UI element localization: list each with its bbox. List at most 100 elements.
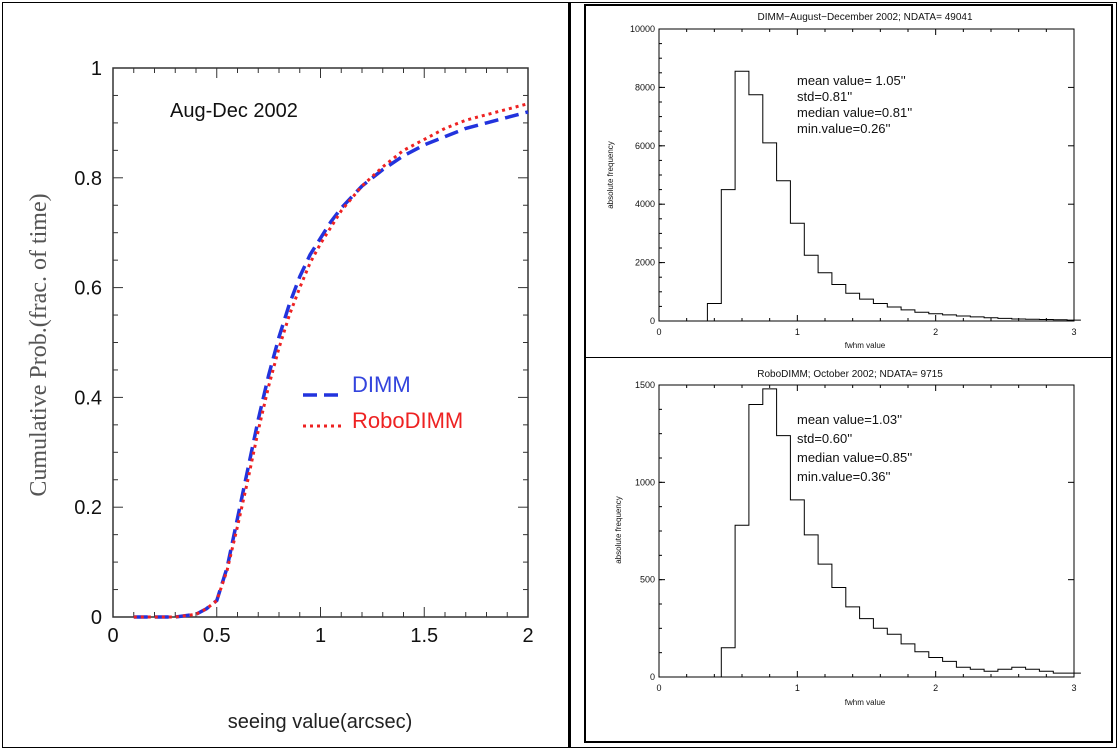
robodimm-histogram-frame bbox=[584, 357, 1113, 743]
bottom-hist-bin bbox=[970, 669, 984, 677]
left-y-tick-label: 1 bbox=[91, 58, 102, 80]
left-x-tick-label: 1 bbox=[315, 625, 326, 647]
bottom-hist-bin bbox=[873, 628, 887, 677]
left-x-tick-label: 0.5 bbox=[203, 625, 231, 647]
top-hist-bin bbox=[887, 307, 901, 321]
bottom-hist-bin bbox=[1026, 669, 1040, 677]
top-hist-xlabel: fwhm value bbox=[845, 341, 886, 350]
bottom-hist-bin bbox=[1039, 671, 1053, 677]
top-hist-bin bbox=[763, 143, 777, 321]
bottom-hist-xlabel: fwhm value bbox=[845, 698, 886, 707]
chart-marks: 0 0.5 1 1.5 2 0 0.2 0.4 0.6 0.8 1 0 1 2 3 0 2000 4000 6000… bbox=[74, 24, 1081, 693]
top-hist-bin bbox=[915, 312, 929, 321]
top-hist-y-tick-label: 10000 bbox=[630, 24, 655, 34]
top-hist-bin bbox=[818, 273, 832, 321]
top-hist-bin bbox=[832, 285, 846, 322]
bottom-hist-bin bbox=[777, 436, 791, 677]
bottom-hist-y-tick-label: 1000 bbox=[635, 477, 655, 487]
top-hist-title: DIMM−August−December 2002; NDATA= 49041 bbox=[757, 12, 972, 23]
bottom-hist-bin bbox=[984, 671, 998, 677]
top-hist-bin bbox=[804, 255, 818, 321]
bottom-hist-bin bbox=[956, 667, 970, 677]
top-hist-bin bbox=[970, 317, 984, 321]
bottom-hist-bin bbox=[763, 389, 777, 677]
left-x-tick-label: 1.5 bbox=[410, 625, 438, 647]
top-hist-bin bbox=[901, 310, 915, 321]
left-y-tick-label: 0.2 bbox=[74, 497, 102, 519]
left-y-tick-label: 0.4 bbox=[74, 387, 102, 409]
top-hist-bin bbox=[984, 318, 998, 321]
top-hist-bin bbox=[721, 190, 735, 321]
bottom-hist-x-tick-label: 0 bbox=[656, 683, 661, 693]
top-hist-annotation-median: median value=0.81'' bbox=[797, 105, 912, 120]
top-hist-bin bbox=[846, 293, 860, 321]
bottom-hist-x-tick-label: 2 bbox=[933, 683, 938, 693]
bottom-hist-y-tick-label: 0 bbox=[650, 672, 655, 682]
top-hist-bin bbox=[1053, 320, 1067, 321]
left-chart-xlabel: seeing value(arcsec) bbox=[228, 711, 413, 733]
histogram-panel bbox=[569, 2, 1117, 748]
bottom-hist-bin bbox=[832, 587, 846, 677]
series-robodimm-line bbox=[133, 102, 529, 619]
top-hist-y-tick-label: 2000 bbox=[635, 258, 655, 268]
bottom-hist-x-tick-label: 3 bbox=[1071, 683, 1076, 693]
left-y-tick-label: 0.8 bbox=[74, 168, 102, 190]
bottom-hist-bin bbox=[887, 634, 901, 677]
bottom-hist-y-tick-label: 500 bbox=[640, 575, 655, 585]
top-hist-bin bbox=[873, 303, 887, 321]
bottom-hist-annotation-mean: mean value=1.03'' bbox=[797, 412, 902, 427]
left-y-tick-label: 0 bbox=[91, 607, 102, 629]
bottom-hist-y-tick-label: 1500 bbox=[635, 380, 655, 390]
bottom-hist-x-tick-label: 1 bbox=[795, 683, 800, 693]
bottom-hist-bin bbox=[901, 644, 915, 677]
bottom-hist-bin bbox=[1053, 673, 1067, 677]
bottom-hist-histogram-outline bbox=[720, 388, 1081, 677]
left-x-tick-label: 0 bbox=[107, 625, 118, 647]
bottom-hist-bin bbox=[943, 661, 957, 677]
top-hist-bin bbox=[735, 71, 749, 321]
top-hist-annotation-std: std=0.81'' bbox=[797, 89, 852, 104]
top-hist-bin bbox=[860, 299, 874, 321]
top-hist-x-tick-label: 3 bbox=[1071, 327, 1076, 337]
left-chart-ylabel: Cumulative Prob.(frac. of time) bbox=[26, 193, 52, 496]
bottom-hist-bin bbox=[1012, 667, 1026, 677]
top-hist-x-tick-label: 0 bbox=[656, 327, 661, 337]
bottom-hist-bin bbox=[804, 535, 818, 677]
bottom-hist-bin bbox=[846, 607, 860, 677]
bottom-hist-bin bbox=[929, 658, 943, 677]
top-hist-y-tick-label: 6000 bbox=[635, 141, 655, 151]
bottom-hist-title: RoboDIMM; October 2002; NDATA= 9715 bbox=[757, 369, 943, 380]
bottom-hist-bin bbox=[1067, 673, 1081, 677]
top-hist-bin bbox=[749, 95, 763, 321]
left-plot-frame bbox=[112, 67, 529, 618]
bottom-hist-bin bbox=[790, 500, 804, 677]
bottom-hist-bin bbox=[915, 652, 929, 677]
top-hist-x-tick-label: 2 bbox=[933, 327, 938, 337]
bottom-hist-bin bbox=[998, 669, 1012, 677]
legend-robodimm-label: RoboDIMM bbox=[352, 408, 463, 433]
bottom-hist-ylabel: absolute frequency bbox=[614, 496, 623, 564]
top-hist-bin bbox=[943, 315, 957, 321]
top-hist-bin bbox=[1067, 320, 1081, 321]
legend-dimm-label: DIMM bbox=[352, 372, 411, 397]
top-hist-x-tick-label: 1 bbox=[795, 327, 800, 337]
top-hist-histogram-outline bbox=[706, 70, 1081, 321]
left-y-tick-label: 0.6 bbox=[74, 278, 102, 300]
top-hist-bin bbox=[929, 314, 943, 321]
bottom-hist-annotation-min: min.value=0.36'' bbox=[797, 469, 891, 484]
top-hist-annotation-min: min.value=0.26'' bbox=[797, 121, 891, 136]
top-hist-y-tick-label: 0 bbox=[650, 316, 655, 326]
top-hist-bin bbox=[998, 318, 1012, 321]
top-hist-bin bbox=[777, 181, 791, 321]
bottom-hist-bin bbox=[721, 648, 735, 677]
bottom-hist-bin bbox=[735, 525, 749, 677]
series-dimm-line bbox=[133, 110, 529, 619]
bottom-hist-bin bbox=[818, 564, 832, 677]
left-chart-title: Aug-Dec 2002 bbox=[170, 100, 298, 122]
top-hist-bin bbox=[1012, 319, 1026, 321]
top-hist-ylabel: absolute frequency bbox=[606, 141, 615, 209]
top-hist-bin bbox=[956, 316, 970, 321]
bottom-hist-bin bbox=[860, 619, 874, 677]
bottom-hist-annotation-median: median value=0.85'' bbox=[797, 450, 912, 465]
